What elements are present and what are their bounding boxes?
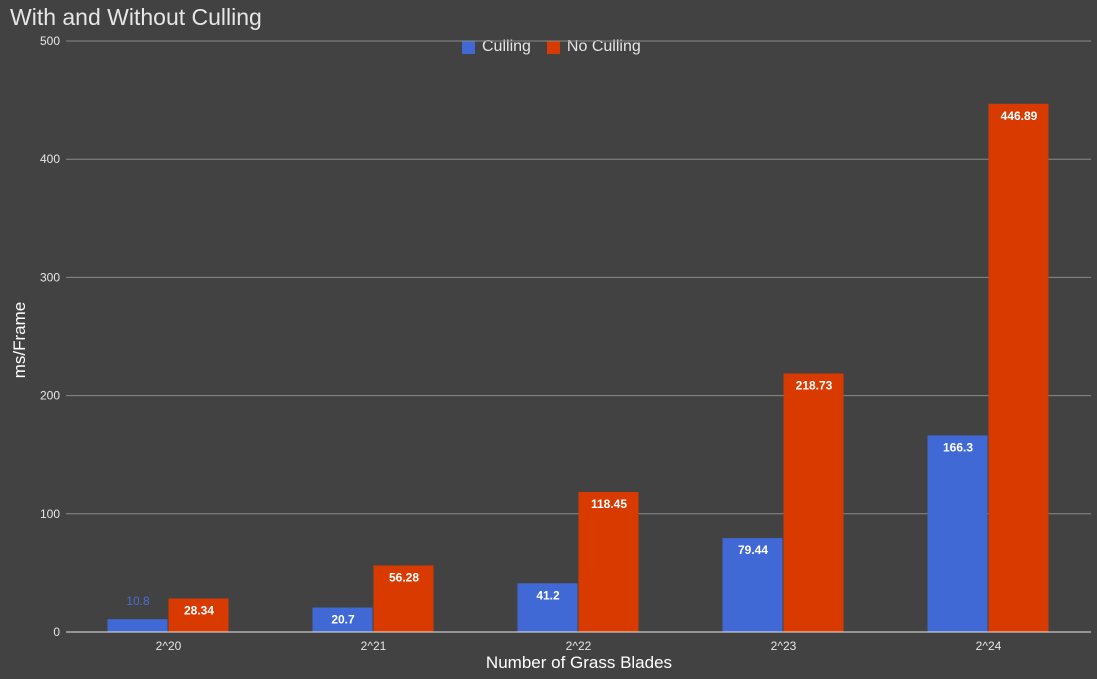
bar-no-culling (988, 103, 1049, 633)
data-label: 10.8 (126, 594, 150, 608)
x-tick-label: 2^24 (976, 639, 1002, 653)
bar-culling (107, 619, 168, 632)
bar-culling (517, 583, 578, 632)
data-label: 56.28 (389, 570, 419, 584)
data-label: 41.2 (536, 588, 560, 602)
legend-label-no-culling: No Culling (566, 38, 641, 55)
y-tick-label: 500 (40, 34, 60, 48)
legend-item-no-culling: No Culling (546, 38, 641, 56)
data-label: 218.73 (796, 378, 833, 392)
data-labels: 10.8 28.34 20.7 56.28 41.2 118.45 79.44 218.73 1… (126, 109, 1037, 627)
x-tick-label: 2^22 (566, 639, 592, 653)
bar-culling (312, 607, 373, 632)
chart-legend: Culling No Culling (462, 38, 657, 56)
bar-no-culling (168, 598, 229, 632)
legend-swatch-culling (462, 40, 475, 54)
y-tick-label: 200 (40, 389, 60, 403)
bar-no-culling (783, 373, 844, 632)
data-label: 28.34 (184, 604, 214, 618)
bar-culling (722, 538, 783, 632)
x-tick-label: 2^20 (156, 639, 182, 653)
y-tick-label: 100 (40, 507, 60, 521)
data-label: 79.44 (738, 543, 768, 557)
bar-culling (927, 435, 988, 632)
data-label: 166.3 (943, 440, 973, 454)
legend-swatch-no-culling (546, 40, 560, 54)
y-tick-label: 0 (53, 625, 60, 639)
x-tick-label: 2^21 (361, 639, 387, 653)
bar-no-culling (373, 565, 434, 632)
y-axis-title: ms/Frame (10, 302, 29, 379)
legend-label-culling: Culling (482, 38, 531, 55)
data-label: 118.45 (591, 497, 627, 511)
bars (107, 103, 1049, 633)
chart-title: With and Without Culling (10, 4, 262, 30)
y-tick-label: 300 (40, 270, 60, 284)
axes: 0 100 200 300 400 500 2^20 2^21 2^22 2^23 2^24 (40, 34, 1091, 653)
bar-no-culling (578, 491, 639, 632)
legend-item-culling: Culling (462, 38, 531, 56)
x-axis-title: Number of Grass Blades (486, 653, 672, 672)
x-tick-label: 2^23 (771, 639, 797, 653)
data-label: 20.7 (331, 613, 355, 627)
data-label: 446.89 (1001, 109, 1038, 123)
y-tick-label: 400 (40, 152, 60, 166)
